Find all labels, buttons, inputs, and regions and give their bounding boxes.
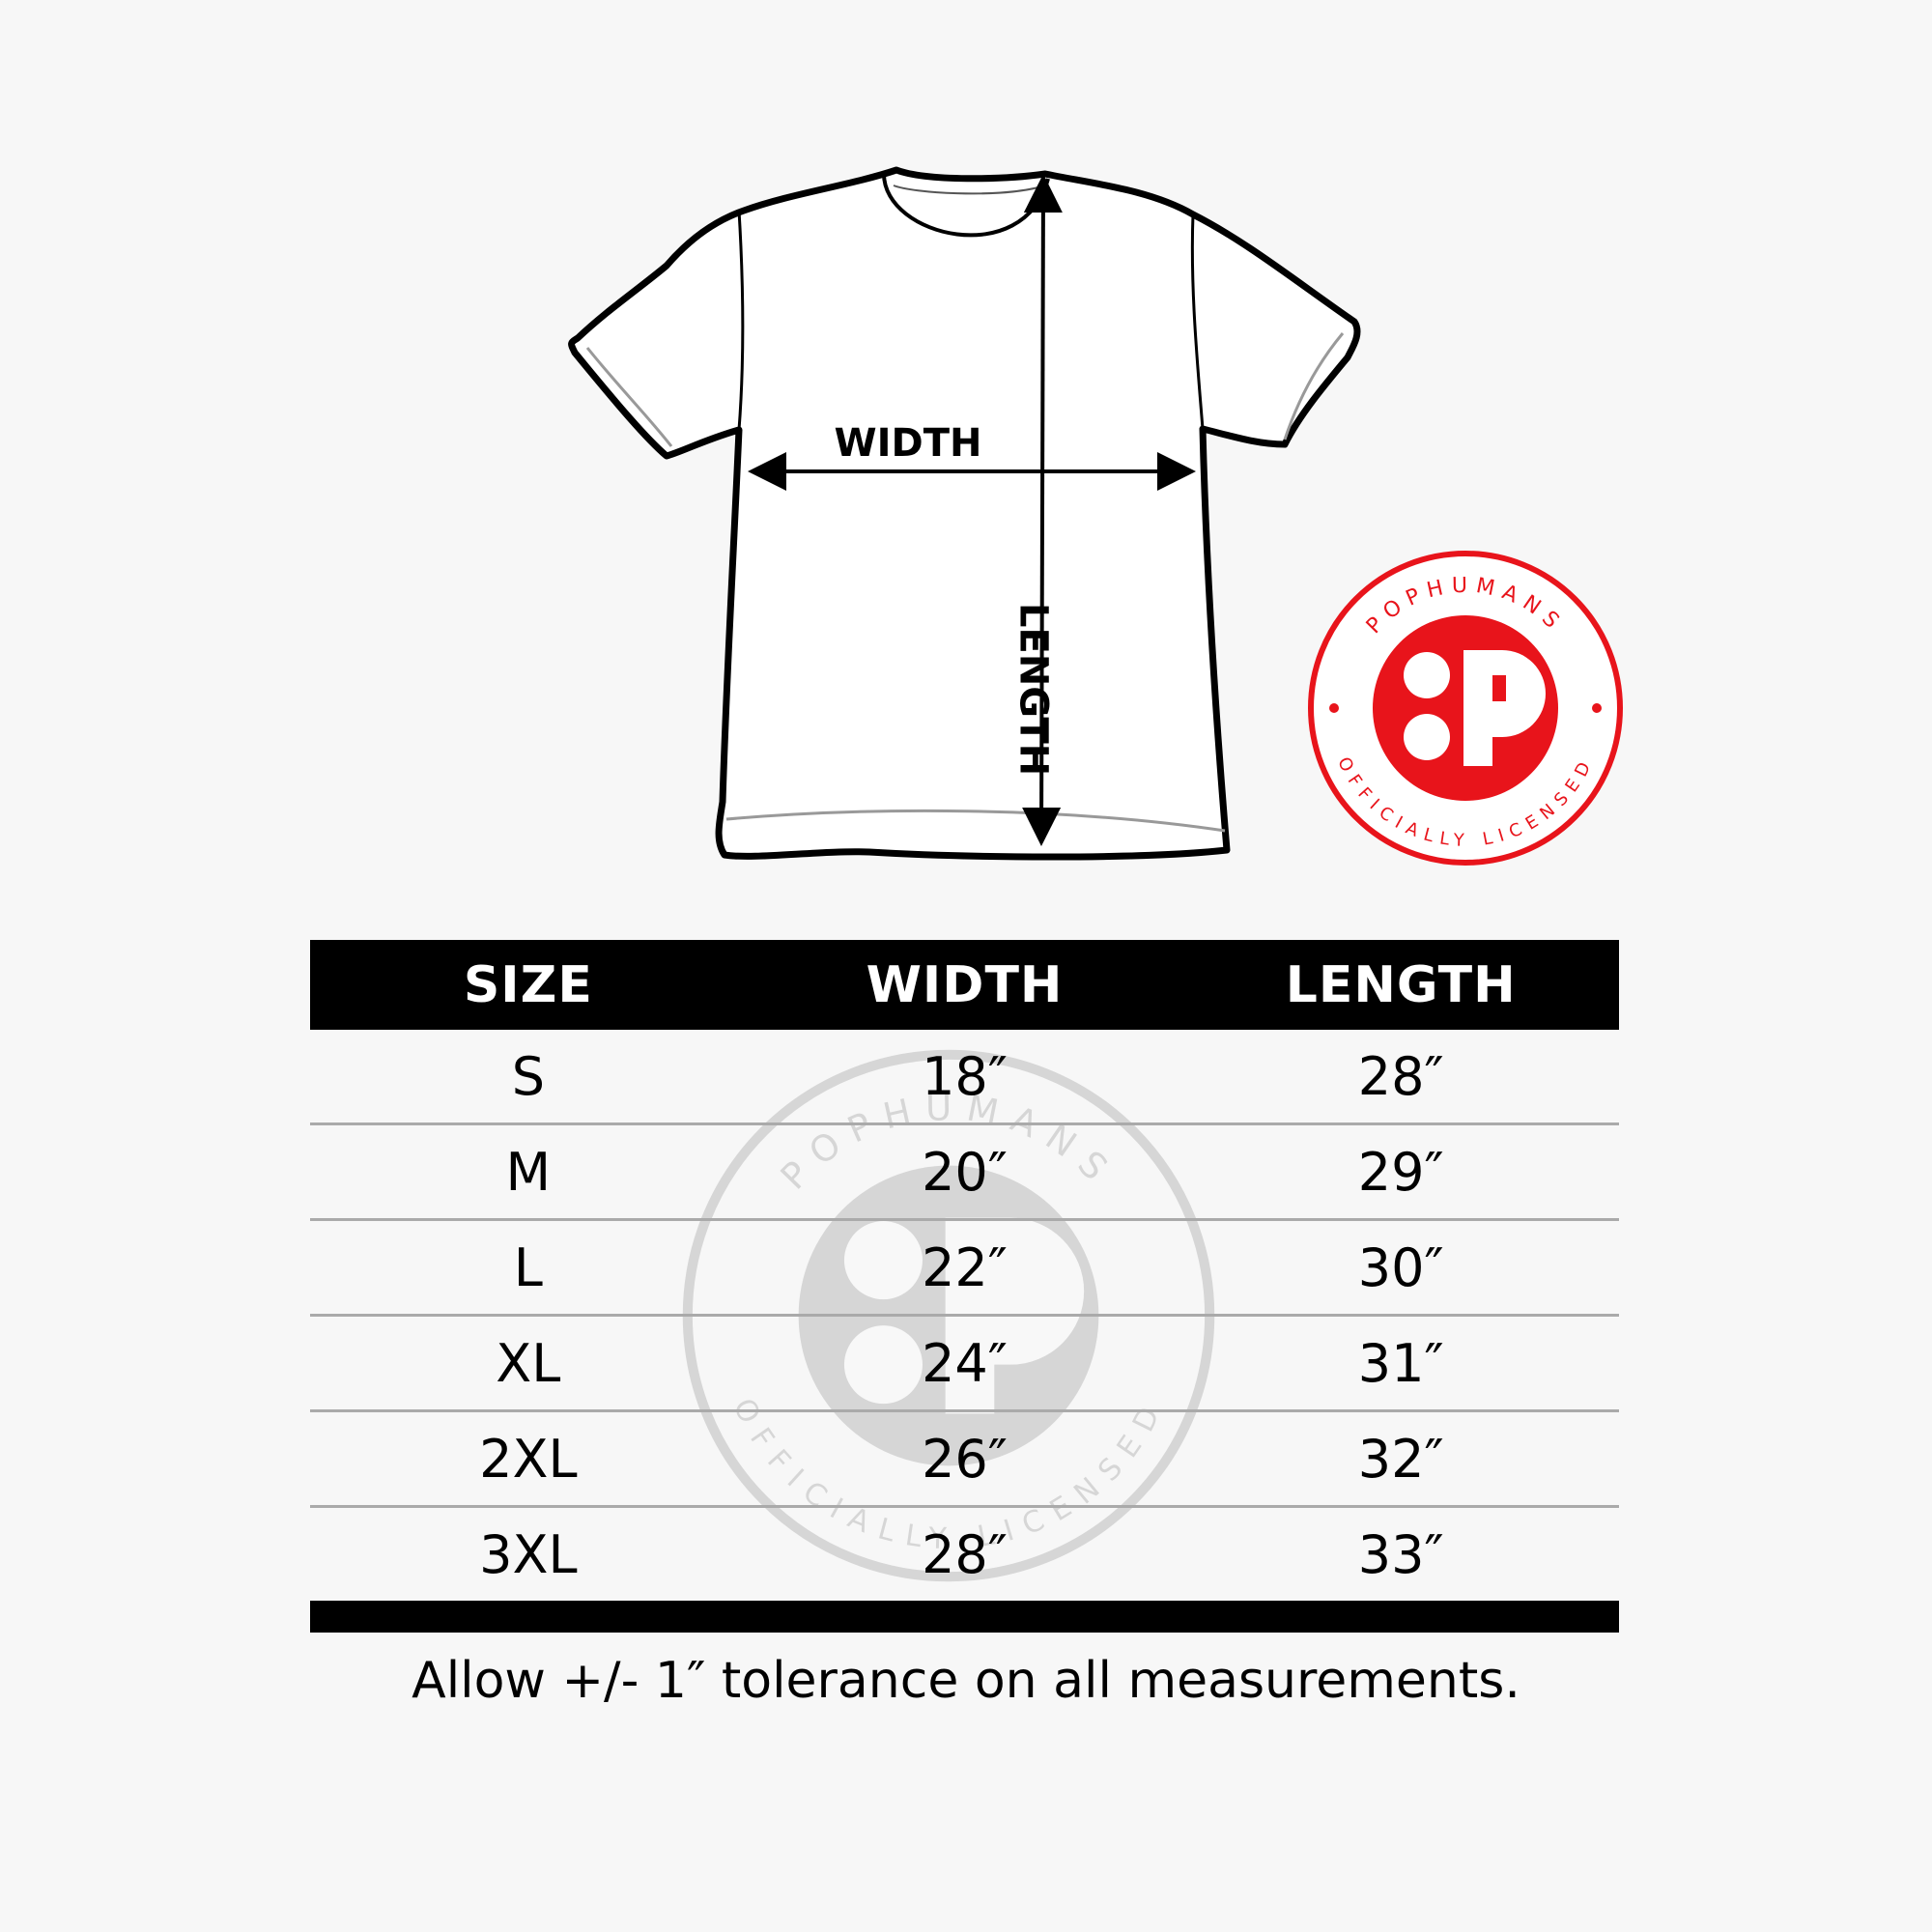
cell-width: 20″	[922, 1141, 1008, 1203]
tshirt-outline	[568, 166, 1361, 861]
sleeve-seam-left	[737, 210, 745, 431]
cell-width: 18″	[922, 1045, 1008, 1107]
cell-length: 33″	[1357, 1523, 1444, 1585]
table-row: S 18″ 28″	[310, 1030, 1619, 1125]
sleeve-seam-right	[1190, 213, 1205, 430]
header-length: LENGTH	[1285, 955, 1517, 1014]
cell-size: L	[513, 1236, 543, 1298]
cell-width: 22″	[922, 1236, 1008, 1298]
table-row: L 22″ 30″	[310, 1221, 1619, 1317]
table-footer-bar	[310, 1601, 1619, 1633]
cell-length: 29″	[1357, 1141, 1444, 1203]
length-arrow	[1022, 174, 1063, 846]
table-row: XL 24″ 31″	[310, 1317, 1619, 1412]
table-body: S 18″ 28″ M 20″ 29″ L 22″ 30″ XL 24″ 31″ 2XL 26″ 32″ 3X…	[310, 1030, 1619, 1601]
width-label: WIDTH	[835, 421, 982, 466]
size-chart-table: SIZE WIDTH LENGTH S 18″ 28″ M 20″ 29″ L 22″ 30″ X…	[310, 940, 1619, 1633]
cell-length: 28″	[1357, 1045, 1444, 1107]
cell-length: 32″	[1357, 1428, 1444, 1490]
tshirt-diagram: WIDTH LENGTH	[568, 166, 1361, 861]
table-row: M 20″ 29″	[310, 1125, 1619, 1221]
header-size: SIZE	[463, 955, 593, 1014]
cell-width: 24″	[922, 1332, 1008, 1394]
cell-size: 3XL	[479, 1523, 578, 1585]
sleeve-hem-left	[585, 347, 673, 447]
cell-size: XL	[496, 1332, 561, 1394]
length-label: LENGTH	[1010, 603, 1055, 776]
cell-length: 31″	[1357, 1332, 1444, 1394]
pophumans-logo: POPHUMANS OFFICIALLY LICENSED	[1308, 551, 1623, 866]
cell-size: S	[511, 1045, 545, 1107]
table-header: SIZE WIDTH LENGTH	[310, 940, 1619, 1030]
bottom-hem	[725, 809, 1226, 833]
cell-width: 28″	[922, 1523, 1008, 1585]
cell-size: 2XL	[479, 1428, 578, 1490]
table-row: 3XL 28″ 33″	[310, 1508, 1619, 1601]
cell-width: 26″	[922, 1428, 1008, 1490]
cell-length: 30″	[1357, 1236, 1444, 1298]
header-width: WIDTH	[866, 955, 1064, 1014]
tolerance-note: Allow +/- 1″ tolerance on all measuremen…	[412, 1652, 1520, 1710]
cell-size: M	[505, 1141, 552, 1203]
table-row: 2XL 26″ 32″	[310, 1412, 1619, 1508]
collar-stitch	[893, 185, 1039, 195]
sleeve-hem-right	[1283, 332, 1345, 440]
